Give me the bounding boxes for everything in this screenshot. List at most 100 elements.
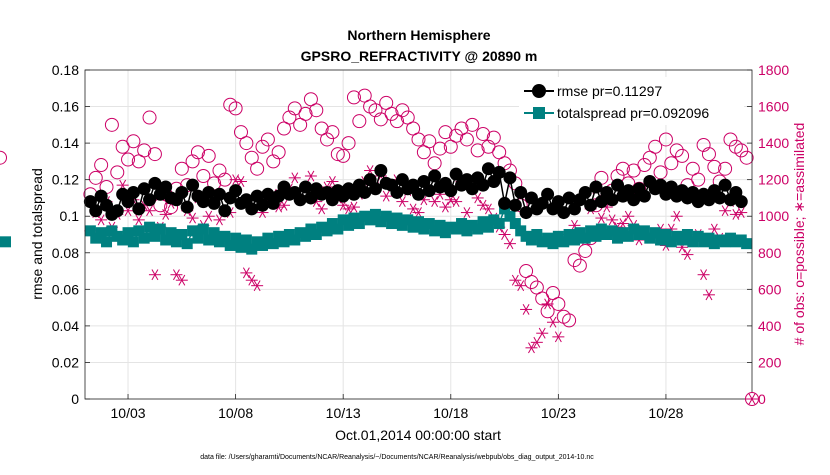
right-y-ticks: 0 200 400 600 800 1000 1200 1400 1600 1800 xyxy=(747,62,789,407)
rmse-point xyxy=(476,178,490,192)
asterisk-stroke xyxy=(479,199,487,211)
y-tick-label: 0.1 xyxy=(60,208,80,224)
obs-assimilated-point xyxy=(541,298,554,310)
asterisk-stroke xyxy=(248,274,256,286)
spread-point xyxy=(278,236,290,248)
obs-assimilated-point xyxy=(213,214,226,226)
spread-point xyxy=(568,234,580,246)
rmse-point xyxy=(89,204,103,218)
asterisk-stroke xyxy=(280,199,288,211)
rmse-point xyxy=(508,198,522,212)
x-tick-label: 10/03 xyxy=(111,405,146,421)
obs-possible-point xyxy=(201,148,216,163)
obs-assimilated-point xyxy=(460,207,473,219)
obs-possible-point xyxy=(126,134,141,149)
rmse-point xyxy=(498,196,512,210)
spread-point xyxy=(208,227,220,239)
obs-assimilated-point xyxy=(428,196,441,208)
obs-possible-point xyxy=(190,145,205,160)
rmse-point xyxy=(245,202,259,216)
rmse-point xyxy=(465,182,479,196)
spread-point xyxy=(660,229,672,240)
y-axis-label: rmse and totalspread xyxy=(29,168,45,300)
asterisk-stroke xyxy=(216,214,223,226)
obs-possible-point xyxy=(411,132,426,147)
obs-assimilated-point xyxy=(396,196,409,208)
obs-possible-point xyxy=(336,148,351,163)
obs-possible-point xyxy=(196,169,211,184)
spread-point xyxy=(192,232,204,244)
asterisk-stroke xyxy=(571,219,578,231)
obs-assimilated-point xyxy=(347,201,360,213)
y2-tick-label: 0 xyxy=(758,391,766,407)
spread-point xyxy=(187,225,199,237)
asterisk-stroke xyxy=(554,331,562,343)
rmse-point xyxy=(256,198,270,212)
spread-point xyxy=(170,236,182,248)
obs-assimilated-point xyxy=(251,280,264,292)
asterisk-stroke xyxy=(511,274,519,286)
obs-possible-point xyxy=(266,154,281,169)
spread-point xyxy=(531,229,543,240)
asterisk-stroke xyxy=(189,212,197,224)
spread-point xyxy=(300,230,312,242)
obs-assimilated-point xyxy=(234,176,247,187)
obs-possible-point xyxy=(228,101,243,116)
obs-assimilated-point xyxy=(186,212,199,224)
obs-assimilated-point xyxy=(278,199,291,211)
obs-possible-point xyxy=(260,132,275,147)
y2-tick-label: 800 xyxy=(758,245,782,261)
rmse-point xyxy=(159,180,173,194)
rmse-point xyxy=(584,198,598,212)
obs-assimilated-point xyxy=(702,289,715,301)
chart-title: Northern Hemisphere xyxy=(347,27,490,43)
obs-possible-point xyxy=(459,132,474,147)
rmse-point xyxy=(627,193,641,207)
obs-assimilated-point xyxy=(520,303,533,315)
spread-point xyxy=(391,212,403,224)
rmse-point xyxy=(299,180,313,194)
obs-possible-point xyxy=(567,253,582,268)
obs-assimilated-point xyxy=(170,269,183,281)
y-tick-label: 0.08 xyxy=(52,245,79,261)
obs-assimilated-point xyxy=(525,342,538,354)
spread-point xyxy=(493,218,505,230)
asterisk-stroke xyxy=(135,214,143,226)
spread-point xyxy=(203,234,215,246)
asterisk-stroke xyxy=(732,208,740,220)
asterisk-stroke xyxy=(441,201,449,213)
spread-point xyxy=(257,239,269,251)
obs-possible-point xyxy=(309,103,324,118)
y2-tick-label: 400 xyxy=(758,318,782,334)
obs-assimilated-point xyxy=(471,192,484,204)
obs-possible-point xyxy=(325,125,340,140)
obs-possible-point xyxy=(486,130,501,145)
obs-possible-point xyxy=(691,172,706,187)
y2-axis-label: # of obs: o=possible; ∗=assimilated xyxy=(791,123,807,346)
spread-point xyxy=(380,210,392,222)
obs-possible-point xyxy=(718,161,733,176)
rmse-point xyxy=(449,167,463,181)
asterisk-stroke xyxy=(597,212,605,224)
spread-point xyxy=(154,223,166,235)
obs-possible-point xyxy=(524,275,539,290)
rmse-point xyxy=(605,193,619,207)
rmse-point xyxy=(428,169,442,183)
asterisk-stroke xyxy=(318,203,326,215)
spread-point xyxy=(558,236,570,248)
obs-assimilated-point xyxy=(622,210,635,222)
spread-point xyxy=(165,227,177,239)
rmse-point xyxy=(218,204,232,218)
legend-entry-rmse: rmse pr=0.11297 xyxy=(524,83,662,99)
obs-possible-point xyxy=(298,106,313,121)
obs-assimilated-point xyxy=(482,203,495,215)
asterisk-stroke xyxy=(237,176,245,187)
axes-frame xyxy=(84,69,753,400)
y2-tick-label: 200 xyxy=(758,354,782,370)
asterisk-stroke xyxy=(700,269,708,281)
asterisk-stroke xyxy=(673,210,681,222)
obs-assimilated-point xyxy=(552,331,565,343)
asterisk-stroke xyxy=(409,203,417,215)
rmse-point xyxy=(541,187,555,201)
